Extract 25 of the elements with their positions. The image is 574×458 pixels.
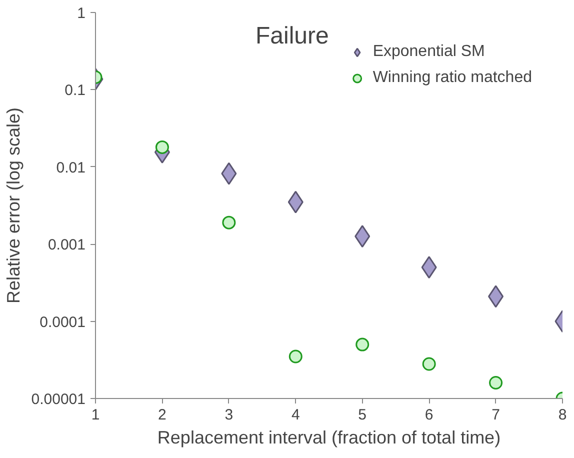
- point: [356, 338, 370, 352]
- legend-label: Winning ratio matched: [372, 69, 532, 87]
- x-tick-label: 3: [224, 406, 234, 424]
- x-tick-label: 8: [558, 406, 567, 424]
- x-tick-label: 6: [424, 406, 434, 424]
- x-tick-label: 4: [291, 406, 300, 424]
- x-tick-label: 7: [492, 406, 500, 424]
- y-tick-label: 0.001: [48, 236, 86, 254]
- x-tick-label: 1: [91, 406, 100, 424]
- y-tick-label: 0.1: [64, 82, 86, 100]
- point: [422, 357, 436, 371]
- y-axis-title: Relative error (log scale): [3, 107, 24, 304]
- point: [489, 376, 503, 390]
- y-tick-label: 0.00001: [31, 391, 86, 408]
- point: [288, 350, 302, 364]
- chart-title: Failure: [256, 22, 329, 50]
- legend-label: Exponential SM: [372, 43, 485, 61]
- y-tick-label: 0.01: [56, 159, 86, 176]
- y-tick-label: 0.0001: [40, 314, 86, 331]
- x-tick-label: 2: [158, 406, 166, 424]
- x-axis-title: Replacement interval (fraction of total time): [157, 428, 501, 448]
- x-tick-label: 5: [358, 406, 367, 424]
- point: [222, 216, 236, 230]
- point: [155, 140, 169, 154]
- y-tick-label: 1: [77, 5, 86, 22]
